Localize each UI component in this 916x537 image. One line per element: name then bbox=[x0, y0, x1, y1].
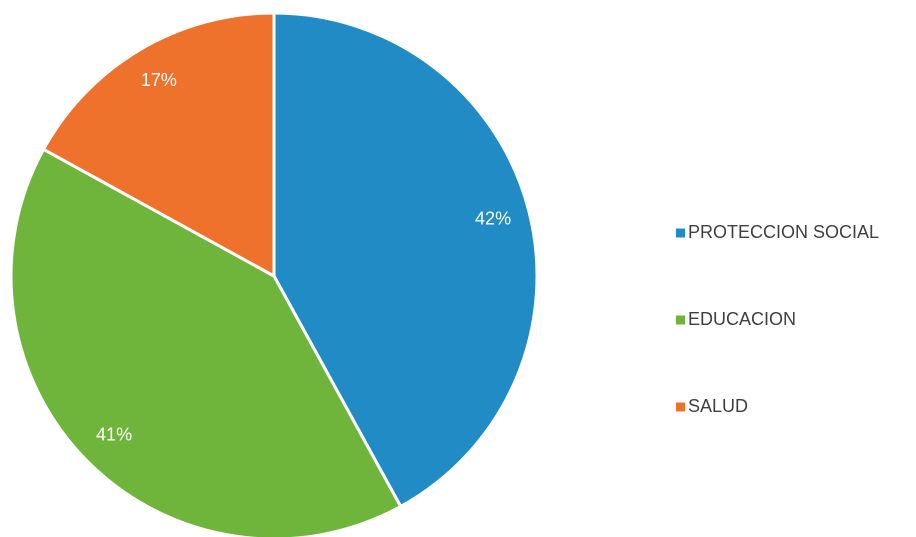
legend-label: EDUCACION bbox=[688, 309, 796, 329]
legend-swatch bbox=[676, 315, 685, 325]
data-label: 41% bbox=[96, 425, 132, 445]
data-label: 17% bbox=[141, 70, 177, 90]
pie-slice bbox=[272, 11, 539, 508]
legend-swatch bbox=[676, 228, 685, 238]
legend-swatch bbox=[676, 402, 685, 412]
data-label: 42% bbox=[475, 209, 511, 229]
legend-label: PROTECCION SOCIAL bbox=[688, 222, 879, 242]
pie-slice bbox=[42, 11, 276, 278]
pie-slice bbox=[9, 147, 403, 537]
legend-label: SALUD bbox=[688, 396, 748, 416]
